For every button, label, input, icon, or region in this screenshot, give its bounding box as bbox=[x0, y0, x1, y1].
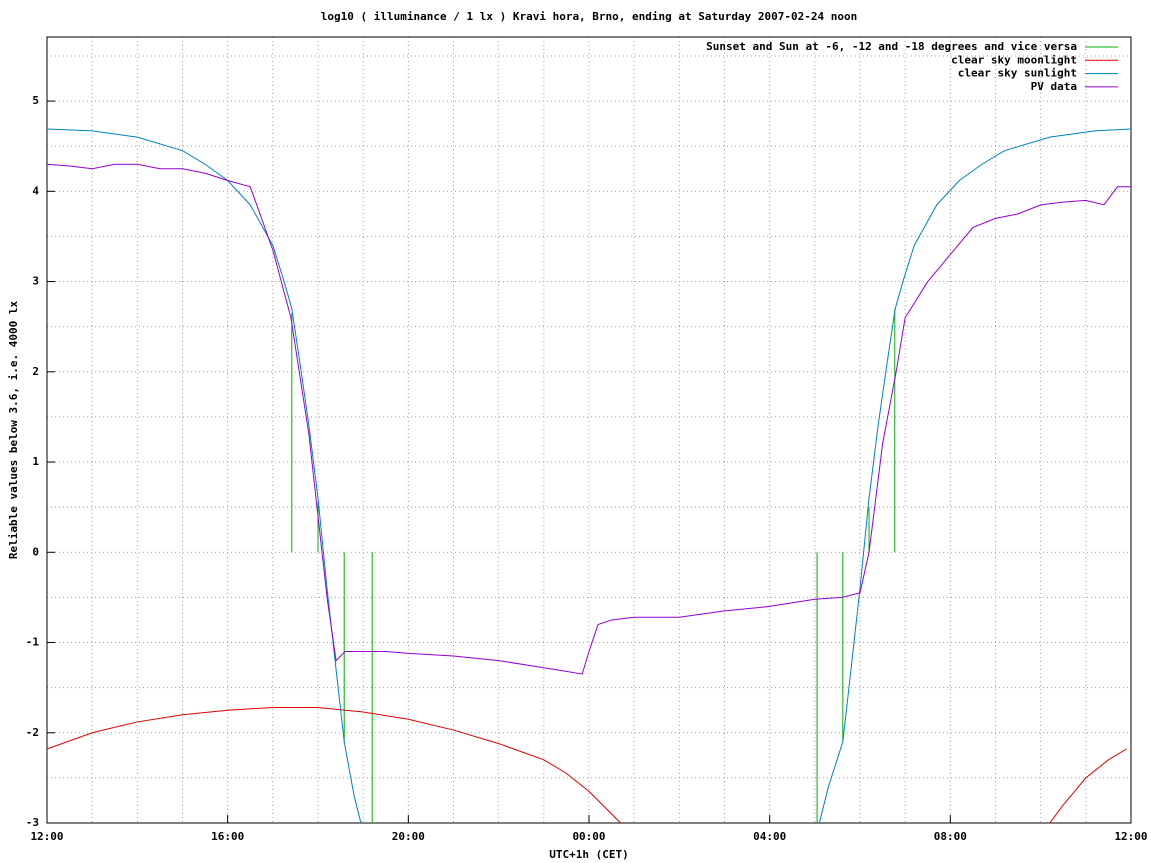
x-tick-label: 04:00 bbox=[753, 830, 786, 843]
x-tick-label: 12:00 bbox=[1114, 830, 1147, 843]
series-line bbox=[46, 128, 1132, 824]
legend-label: Sunset and Sun at -6, -12 and -18 degree… bbox=[706, 40, 1077, 53]
chart-title: log10 ( illuminance / 1 lx ) Kravi hora,… bbox=[321, 10, 857, 23]
legend-label: PV data bbox=[1031, 80, 1077, 93]
series-line bbox=[291, 308, 896, 823]
y-tick-label: 4 bbox=[32, 184, 39, 197]
y-axis-label: Reliable values below 3.6, i.e. 4000 lx bbox=[7, 300, 20, 559]
x-tick-label: 16:00 bbox=[211, 830, 244, 843]
x-tick-label: 12:00 bbox=[30, 830, 63, 843]
y-tick-label: 2 bbox=[32, 365, 39, 378]
legend-label: clear sky sunlight bbox=[958, 67, 1077, 80]
y-tick-label: 3 bbox=[32, 275, 39, 288]
x-tick-label: 20:00 bbox=[392, 830, 425, 843]
y-tick-label: -1 bbox=[26, 636, 40, 649]
y-tick-label: 1 bbox=[32, 455, 39, 468]
plot-frame bbox=[46, 36, 1132, 824]
x-tick-label: 00:00 bbox=[572, 830, 605, 843]
y-tick-label: -2 bbox=[26, 726, 39, 739]
y-tick-label: 0 bbox=[32, 545, 39, 558]
y-tick-label: 5 bbox=[32, 94, 39, 107]
series-line bbox=[46, 163, 1131, 675]
series-line bbox=[46, 706, 1127, 824]
x-tick-label: 08:00 bbox=[934, 830, 967, 843]
legend-label: clear sky moonlight bbox=[951, 53, 1077, 66]
x-axis-label: UTC+1h (CET) bbox=[549, 848, 628, 861]
y-tick-label: -3 bbox=[26, 816, 39, 829]
